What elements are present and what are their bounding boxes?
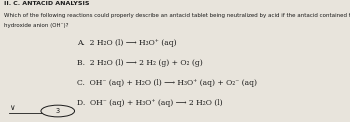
Text: II. C. ANTACID ANALYSIS: II. C. ANTACID ANALYSIS: [4, 1, 89, 6]
Text: 3: 3: [56, 108, 60, 114]
Text: B.  2 H₂O (l) ⟶ 2 H₂ (g) + O₂ (g): B. 2 H₂O (l) ⟶ 2 H₂ (g) + O₂ (g): [77, 59, 203, 67]
Text: ∨: ∨: [9, 103, 14, 112]
Text: C.  OH⁻ (aq) + H₂O (l) ⟶ H₃O⁺ (aq) + O₂⁻ (aq): C. OH⁻ (aq) + H₂O (l) ⟶ H₃O⁺ (aq) + O₂⁻ …: [77, 79, 257, 87]
Circle shape: [41, 105, 75, 117]
Text: A.  2 H₂O (l) ⟶ H₃O⁺ (aq): A. 2 H₂O (l) ⟶ H₃O⁺ (aq): [77, 39, 177, 47]
Text: D.  OH⁻ (aq) + H₃O⁺ (aq) ⟶ 2 H₂O (l): D. OH⁻ (aq) + H₃O⁺ (aq) ⟶ 2 H₂O (l): [77, 99, 223, 107]
Text: hydroxide anion (OH⁻)?: hydroxide anion (OH⁻)?: [4, 23, 68, 28]
Text: Which of the following reactions could properly describe an antacid tablet being: Which of the following reactions could p…: [4, 13, 350, 18]
